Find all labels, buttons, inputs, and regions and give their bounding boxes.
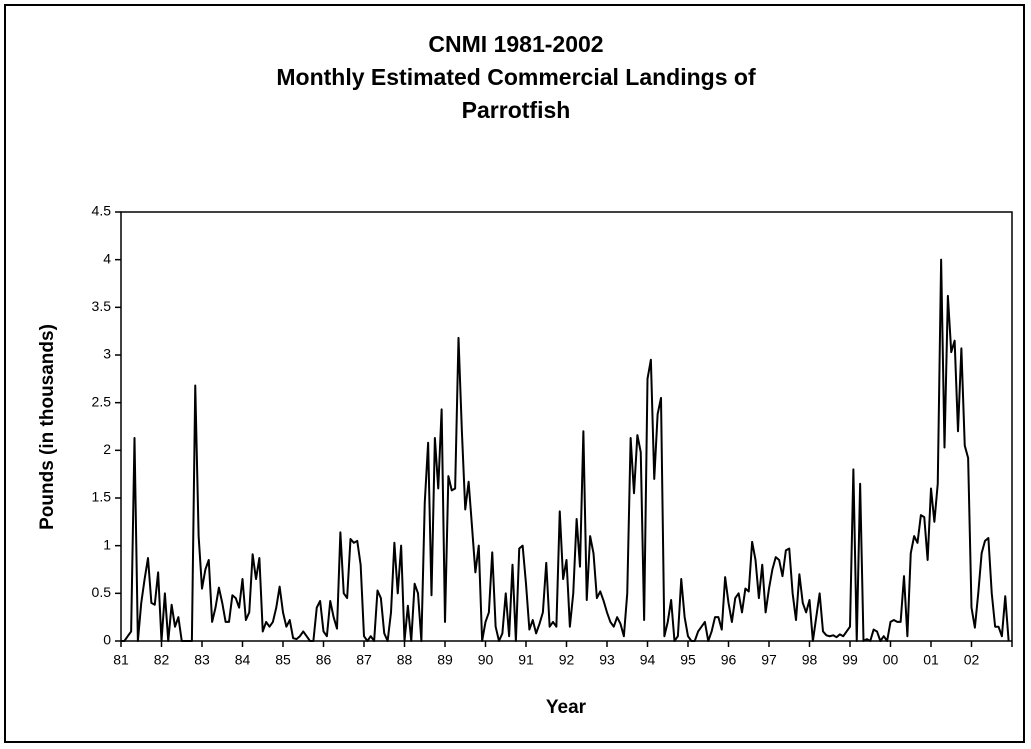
x-tick-label: 90	[478, 652, 494, 668]
y-tick-label: 4.5	[92, 203, 112, 219]
x-tick-label: 01	[923, 652, 939, 668]
x-tick-label: 88	[397, 652, 413, 668]
y-tick-label: 2.5	[92, 393, 112, 409]
x-tick-label: 94	[640, 652, 656, 668]
chart-title: Parrotfish	[462, 97, 571, 123]
x-tick-label: 91	[518, 652, 534, 668]
x-tick-label: 95	[680, 652, 696, 668]
x-tick-label: 89	[437, 652, 453, 668]
x-tick-label: 93	[599, 652, 615, 668]
x-tick-label: 82	[154, 652, 170, 668]
y-tick-label: 2	[103, 441, 111, 457]
x-tick-label: 85	[275, 652, 291, 668]
data-line	[121, 258, 1010, 642]
y-tick-label: 0	[103, 632, 111, 648]
x-tick-label: 96	[721, 652, 737, 668]
x-tick-label: 83	[194, 652, 210, 668]
x-axis-title: Year	[546, 697, 587, 718]
y-tick-label: 0.5	[92, 584, 112, 600]
x-tick-label: 87	[356, 652, 372, 668]
y-tick-label: 3	[103, 346, 111, 362]
x-tick-label: 81	[113, 652, 129, 668]
y-tick-label: 3.5	[92, 298, 112, 314]
chart-title: Monthly Estimated Commercial Landings of	[276, 64, 756, 90]
x-tick-label: 98	[802, 652, 818, 668]
y-axis-title: Pounds (in thousands)	[37, 324, 58, 530]
x-tick-label: 00	[883, 652, 899, 668]
y-tick-label: 1	[103, 536, 111, 552]
y-tick-label: 1.5	[92, 489, 112, 505]
x-tick-label: 97	[761, 652, 777, 668]
x-tick-label: 02	[964, 652, 980, 668]
x-tick-label: 84	[235, 652, 251, 668]
x-tick-label: 86	[316, 652, 332, 668]
chart-title: CNMI 1981-2002	[428, 31, 603, 57]
x-tick-label: 99	[842, 652, 858, 668]
x-tick-label: 92	[559, 652, 575, 668]
y-tick-label: 4	[103, 250, 111, 266]
